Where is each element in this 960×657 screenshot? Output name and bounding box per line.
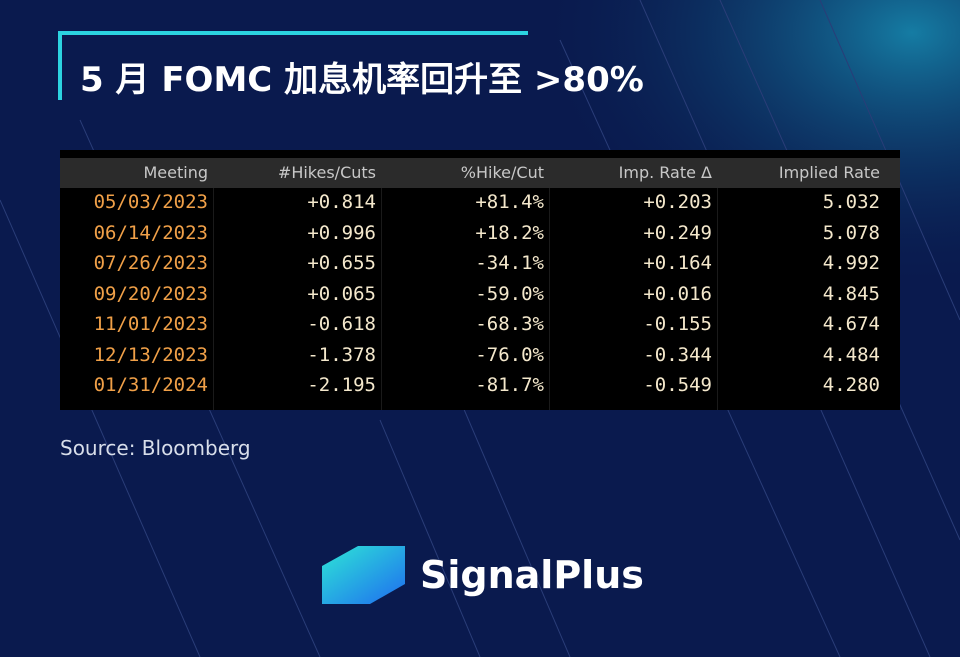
meeting-date: 09/20/2023 bbox=[93, 282, 208, 305]
cell-value: -0.618 bbox=[307, 313, 376, 335]
cell-value: +0.249 bbox=[643, 221, 712, 244]
cell-value: +0.164 bbox=[643, 252, 712, 274]
cell-value: +0.203 bbox=[643, 191, 712, 213]
column-separator bbox=[381, 188, 382, 410]
brand: SignalPlus bbox=[420, 553, 644, 597]
meeting-date: 11/01/2023 bbox=[93, 313, 208, 335]
logo-icon bbox=[322, 546, 405, 604]
cell-value: +0.814 bbox=[307, 191, 376, 213]
meeting-date: 01/31/2024 bbox=[93, 374, 208, 396]
cell-value: +0.655 bbox=[307, 252, 376, 274]
cell-value: -59.0% bbox=[475, 282, 544, 305]
cell-value: 4.484 bbox=[822, 343, 880, 366]
title-bracket bbox=[58, 31, 528, 100]
cell-value: +18.2% bbox=[475, 221, 544, 244]
cell-value: -0.344 bbox=[643, 343, 712, 366]
cell-value: 4.280 bbox=[822, 374, 880, 396]
column-header: Imp. Rate Δ bbox=[618, 163, 712, 182]
column-header: Meeting bbox=[143, 163, 208, 182]
data-table: Meeting #Hikes/Cuts %Hike/Cut Imp. Rate Δ Im… bbox=[60, 150, 900, 410]
column-separator bbox=[717, 188, 718, 410]
cell-value: -34.1% bbox=[475, 252, 544, 274]
source: Source: Bloomberg bbox=[60, 436, 251, 460]
meeting-date: 06/14/2023 bbox=[93, 221, 208, 244]
column-header: Implied Rate bbox=[778, 163, 880, 182]
column-separator bbox=[213, 188, 214, 410]
cell-value: +0.065 bbox=[307, 282, 376, 305]
cell-value: +81.4% bbox=[475, 191, 544, 213]
cell-value: 5.078 bbox=[822, 221, 880, 244]
column-header: %Hike/Cut bbox=[460, 163, 544, 182]
cell-value: -68.3% bbox=[475, 313, 544, 335]
cell-value: 4.845 bbox=[822, 282, 880, 305]
meeting-date: 05/03/2023 bbox=[93, 191, 208, 213]
cell-value: -0.155 bbox=[643, 313, 712, 335]
meeting-date: 12/13/2023 bbox=[93, 343, 208, 366]
cell-value: -2.195 bbox=[307, 374, 376, 396]
cell-value: +0.996 bbox=[307, 221, 376, 244]
cell-value: 4.992 bbox=[822, 252, 880, 274]
cell-value: -1.378 bbox=[307, 343, 376, 366]
title: 5 月 FOMC 加息机率回升至 >80% bbox=[80, 60, 644, 100]
cell-value: 5.032 bbox=[822, 191, 880, 213]
column-header: #Hikes/Cuts bbox=[277, 163, 376, 182]
cell-value: -81.7% bbox=[475, 374, 544, 396]
cell-value: 4.674 bbox=[822, 313, 880, 335]
column-separator bbox=[549, 188, 550, 410]
cell-value: +0.016 bbox=[643, 282, 712, 305]
cell-value: -76.0% bbox=[475, 343, 544, 366]
meeting-date: 07/26/2023 bbox=[93, 252, 208, 274]
cell-value: -0.549 bbox=[643, 374, 712, 396]
table-header: Meeting #Hikes/Cuts %Hike/Cut Imp. Rate Δ Im… bbox=[60, 158, 900, 188]
